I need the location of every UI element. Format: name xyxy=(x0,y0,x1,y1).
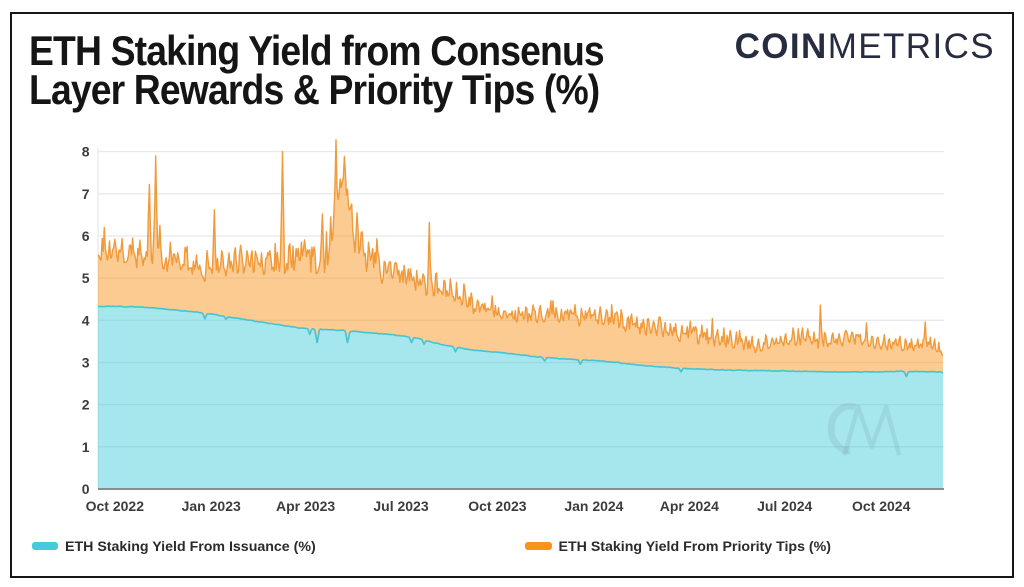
svg-text:4: 4 xyxy=(82,312,90,328)
svg-text:Jan 2024: Jan 2024 xyxy=(564,498,623,514)
svg-text:0: 0 xyxy=(82,481,90,497)
svg-text:Oct 2022: Oct 2022 xyxy=(86,498,145,514)
svg-text:Oct 2023: Oct 2023 xyxy=(468,498,527,514)
svg-text:Jul 2023: Jul 2023 xyxy=(373,498,428,514)
svg-text:Jul 2024: Jul 2024 xyxy=(757,498,812,514)
svg-text:Jan 2023: Jan 2023 xyxy=(182,498,241,514)
svg-text:8: 8 xyxy=(82,144,90,160)
svg-text:6: 6 xyxy=(82,228,90,244)
svg-text:2: 2 xyxy=(82,397,90,413)
svg-text:Apr 2023: Apr 2023 xyxy=(276,498,335,514)
svg-text:7: 7 xyxy=(82,186,90,202)
svg-text:Oct 2024: Oct 2024 xyxy=(852,498,911,514)
svg-text:1: 1 xyxy=(82,439,90,455)
svg-text:Apr 2024: Apr 2024 xyxy=(660,498,719,514)
svg-text:3: 3 xyxy=(82,355,90,371)
svg-text:5: 5 xyxy=(82,270,90,286)
